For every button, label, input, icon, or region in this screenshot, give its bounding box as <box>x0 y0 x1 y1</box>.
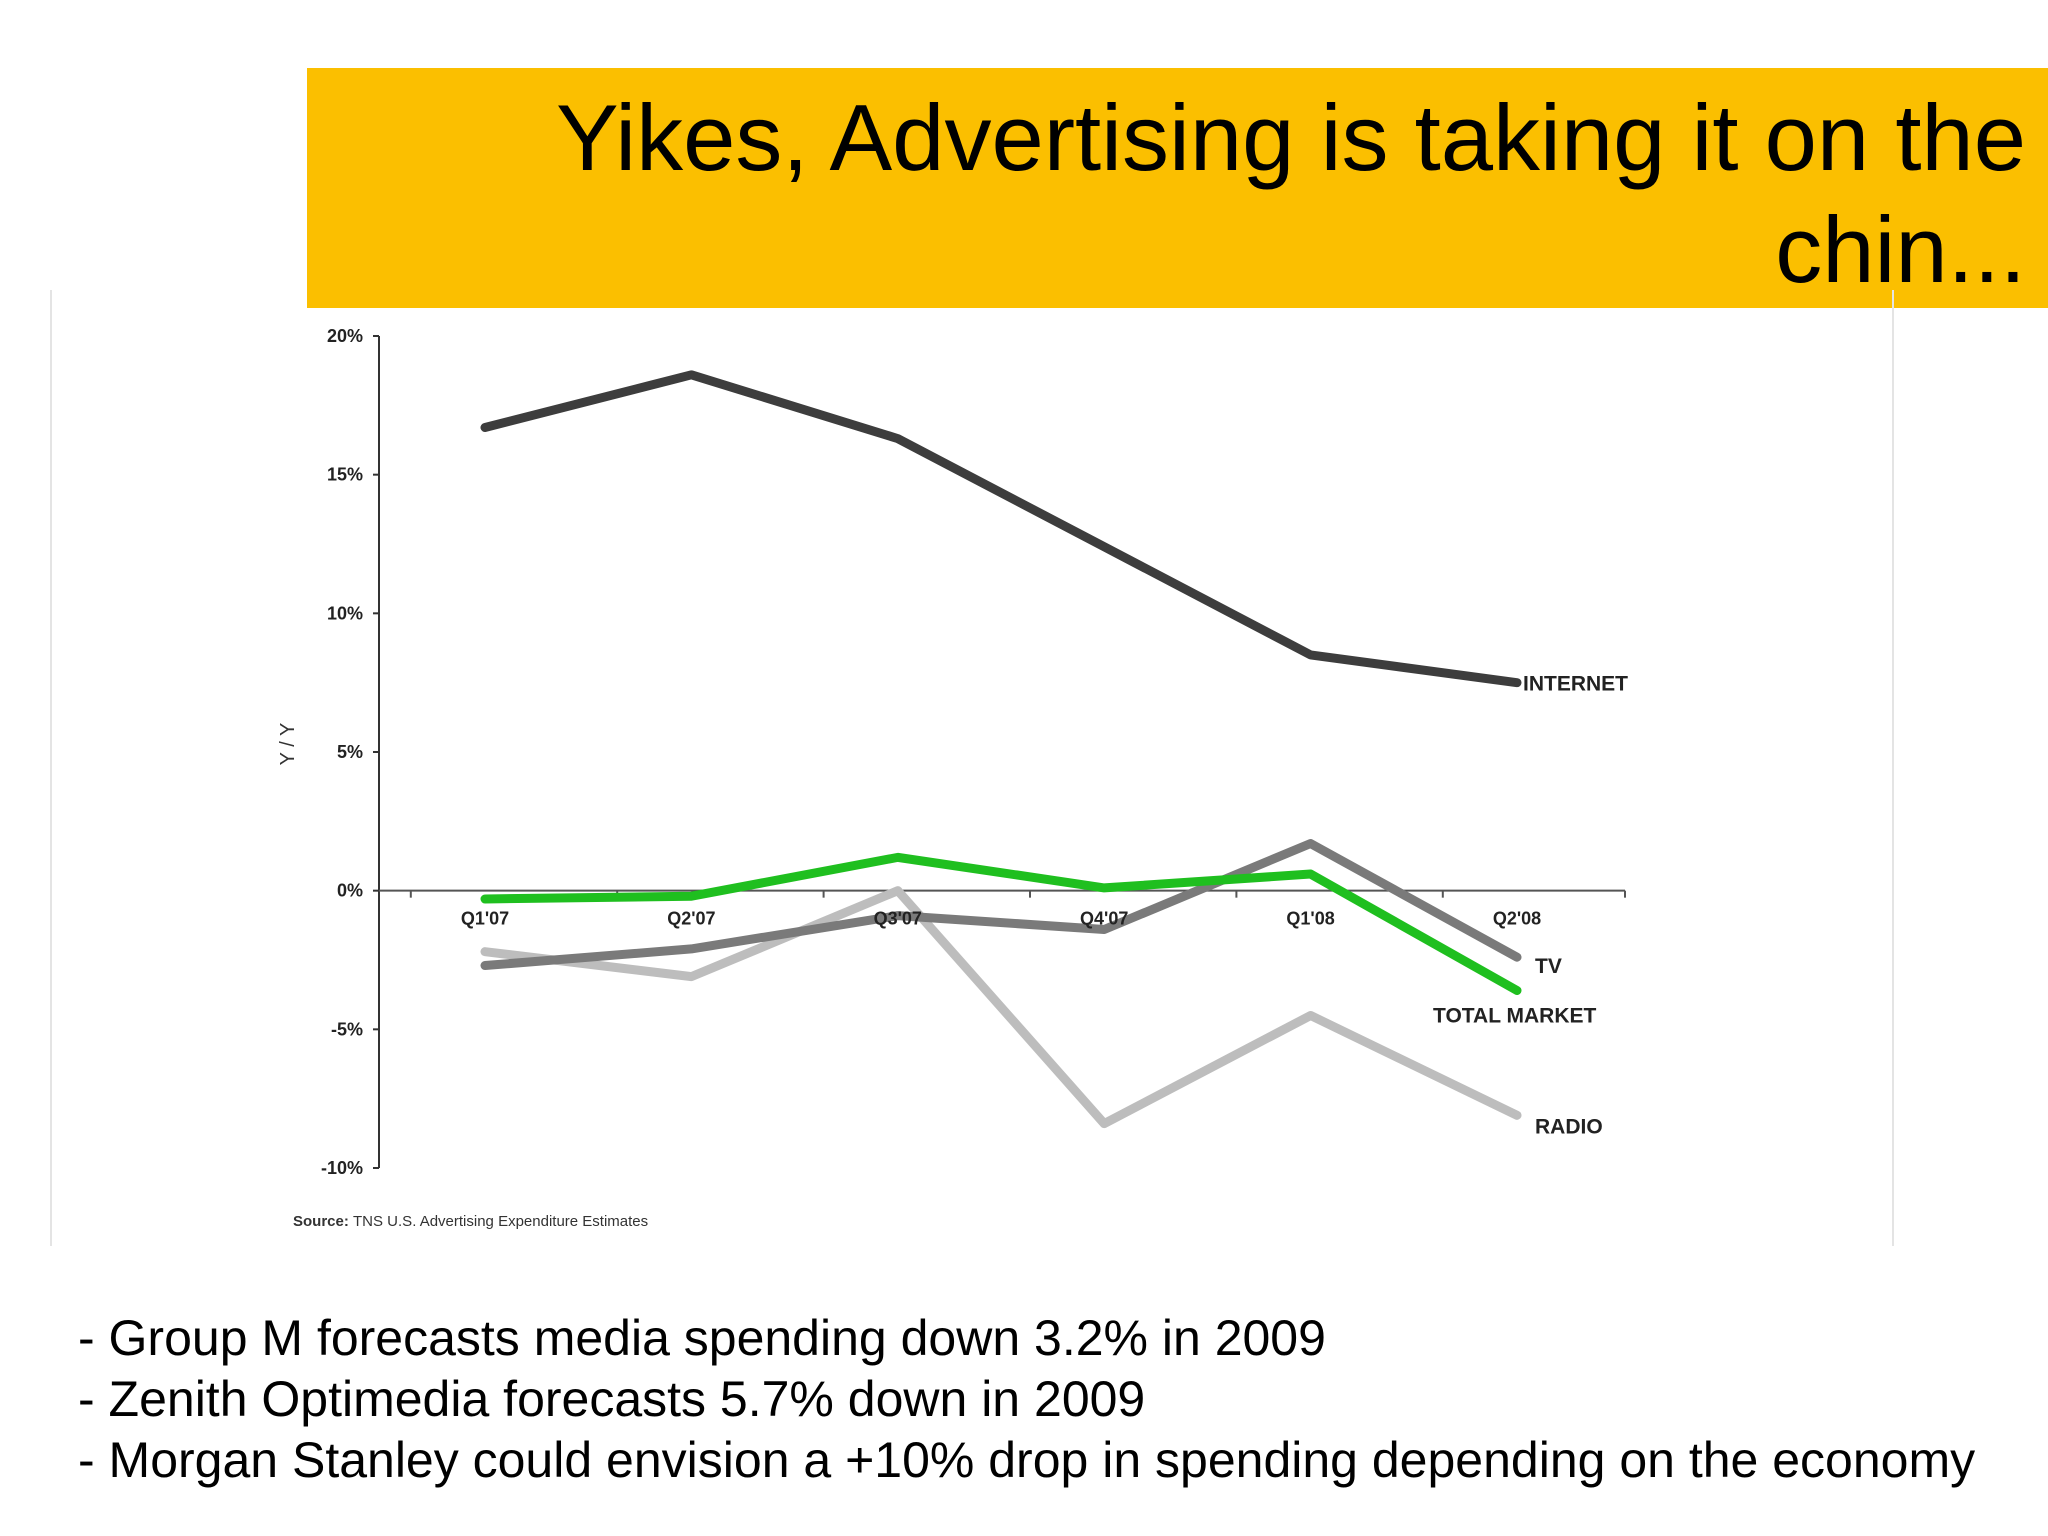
series-line-total-market <box>480 852 1522 996</box>
data-point-total-market <box>482 895 488 902</box>
data-point-total-market <box>894 854 901 861</box>
data-point-radio <box>1514 1112 1520 1119</box>
x-tick-label: Q3'07 <box>874 909 922 929</box>
y-tick-label: -5% <box>331 1019 363 1039</box>
y-tick-label: -10% <box>321 1158 363 1178</box>
x-tick-label: Q1'07 <box>461 909 509 929</box>
x-tick-label: Q2'07 <box>667 909 715 929</box>
data-point-radio <box>1307 1012 1314 1019</box>
data-point-tv <box>482 962 488 969</box>
series-label-internet: INTERNET <box>1523 673 1628 696</box>
data-point-internet <box>688 371 695 378</box>
bullet-list: - Group M forecasts media spending down … <box>78 1308 2038 1491</box>
source-text: TNS U.S. Advertising Expenditure Estimat… <box>353 1213 648 1230</box>
line-chart: 20% 15% 10% 5% 0% -5% -10% Y / Y Q1'07 Q2'07 Q3'07… <box>277 326 1628 1230</box>
data-point-tv <box>1101 926 1108 933</box>
series-label-total-market: TOTAL MARKET <box>1433 1005 1596 1028</box>
y-tick-label: 20% <box>327 326 363 346</box>
y-tick-label: 5% <box>337 742 363 762</box>
y-tick-label: 0% <box>337 881 363 901</box>
data-point-internet <box>482 424 488 431</box>
series-line-internet <box>480 370 1522 688</box>
data-point-total-market <box>1514 987 1520 994</box>
y-axis-label: Y / Y <box>277 723 299 766</box>
series-label-tv: TV <box>1535 955 1562 978</box>
x-tick-label: Q4'07 <box>1080 909 1128 929</box>
series-line-radio <box>480 886 1522 1129</box>
data-point-total-market <box>1101 884 1108 891</box>
data-point-tv <box>1514 954 1520 961</box>
data-point-radio <box>688 973 695 980</box>
data-point-internet <box>894 435 901 442</box>
data-point-radio <box>1101 1120 1108 1127</box>
data-point-internet <box>1307 651 1314 658</box>
data-point-radio <box>482 948 488 955</box>
data-point-internet <box>1101 543 1108 550</box>
data-point-tv <box>894 912 901 919</box>
y-tick-label: 15% <box>327 465 363 485</box>
bullet-item: - Group M forecasts media spending down … <box>78 1310 1326 1366</box>
source-prefix: Source: <box>293 1213 353 1230</box>
data-point-tv <box>1307 840 1314 847</box>
x-tick-label: Q1'08 <box>1286 909 1334 929</box>
data-point-internet <box>1514 679 1520 686</box>
data-point-tv <box>688 945 695 952</box>
data-point-radio <box>894 887 901 894</box>
x-tick-label: Q2'08 <box>1493 909 1541 929</box>
data-point-total-market <box>1307 871 1314 878</box>
bullet-item: - Morgan Stanley could envision a +10% d… <box>78 1432 1976 1488</box>
y-tick-label: 10% <box>327 603 363 623</box>
chart-panel: 20% 15% 10% 5% 0% -5% -10% Y / Y Q1'07 Q2'07 Q3'07… <box>50 290 1894 1246</box>
source-note: Source: TNS U.S. Advertising Expenditure… <box>293 1213 648 1230</box>
title-bar: Yikes, Advertising is taking it on the c… <box>307 68 2048 308</box>
slide-title: Yikes, Advertising is taking it on the c… <box>556 85 2026 302</box>
series-line-tv <box>480 839 1522 971</box>
data-point-total-market <box>688 893 695 900</box>
series-label-radio: RADIO <box>1535 1115 1603 1138</box>
bullet-item: - Zenith Optimedia forecasts 5.7% down i… <box>78 1371 1146 1427</box>
